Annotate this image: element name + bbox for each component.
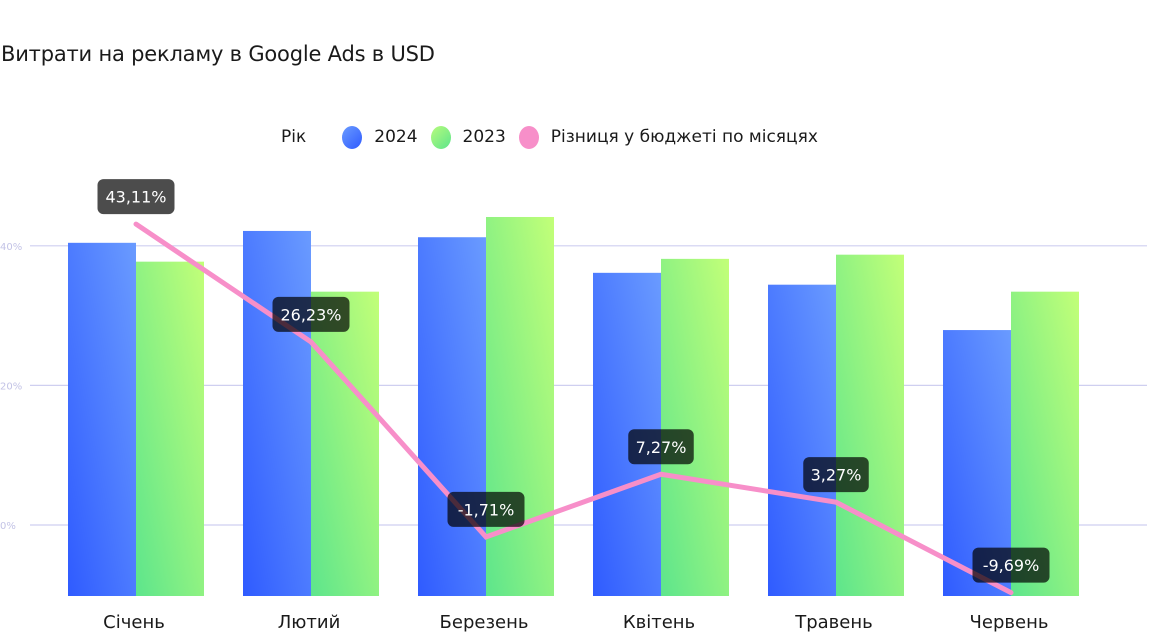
legend-label-2023: 2023 xyxy=(462,127,506,147)
data-labels: 43,11% 26,23% -1,71% 7,27% 3,27% -9,69% xyxy=(97,179,1050,583)
legend-label-difference: Різниця у бюджеті по місяцях xyxy=(550,127,818,147)
legend-item-2024[interactable]: 2024 xyxy=(342,125,418,149)
data-label: -9,69% xyxy=(972,547,1050,583)
data-label: 7,27% xyxy=(628,429,694,465)
data-label-text: 7,27% xyxy=(636,438,687,457)
data-label-text: -1,71% xyxy=(458,500,515,519)
bar-2024[interactable] xyxy=(768,284,836,596)
y-tick-label: 40% xyxy=(0,242,22,253)
legend-swatch-2024 xyxy=(342,125,363,149)
data-label-box xyxy=(628,429,694,465)
legend: Рік 2024 2023 Різниця у бюджеті по місяц… xyxy=(281,124,831,150)
bar-2023[interactable] xyxy=(1011,291,1079,596)
data-label-box xyxy=(972,547,1050,583)
bar-2023[interactable] xyxy=(661,258,729,596)
legend-title: Рік xyxy=(281,127,307,147)
bar-2024[interactable] xyxy=(68,242,136,596)
data-label: 26,23% xyxy=(272,296,350,332)
data-label-box xyxy=(803,457,869,493)
bar-2023[interactable] xyxy=(311,291,379,596)
data-label: -1,71% xyxy=(447,491,525,527)
y-tick-label: 0% xyxy=(0,521,16,532)
data-label-box xyxy=(272,296,350,332)
x-tick-label: Лютий xyxy=(278,612,341,633)
bar-2023[interactable] xyxy=(836,254,904,597)
data-label-text: -9,69% xyxy=(983,556,1040,575)
legend-item-difference[interactable]: Різниця у бюджеті по місяцях xyxy=(518,125,818,149)
data-label-text: 43,11% xyxy=(105,188,166,207)
x-axis-ticks: Січень Лютий Березень Квітень Травень Червень xyxy=(103,612,1048,633)
legend-swatch-2023 xyxy=(430,125,451,149)
bar-2023[interactable] xyxy=(486,216,554,596)
x-tick-label: Червень xyxy=(970,612,1049,633)
y-axis-ticks: 0% 20% 40% xyxy=(0,242,22,532)
data-label: 3,27% xyxy=(803,457,869,493)
legend-label-2024: 2024 xyxy=(374,127,418,147)
bar-2024[interactable] xyxy=(243,230,311,597)
bars xyxy=(68,216,1079,597)
x-tick-label: Січень xyxy=(103,612,165,633)
y-tick-label: 20% xyxy=(0,381,22,392)
bar-2023[interactable] xyxy=(136,261,204,596)
legend-swatch-difference xyxy=(518,125,539,149)
data-label: 43,11% xyxy=(97,179,175,215)
x-tick-label: Березень xyxy=(440,612,529,633)
data-label-text: 3,27% xyxy=(811,466,862,485)
x-tick-label: Травень xyxy=(794,612,873,633)
data-label-box xyxy=(97,179,175,215)
data-label-box xyxy=(447,491,525,527)
legend-item-2023[interactable]: 2023 xyxy=(430,125,506,149)
bar-2024[interactable] xyxy=(418,237,486,596)
chart-title: Витрати на рекламу в Google Ads в USD xyxy=(1,42,435,66)
data-label-text: 26,23% xyxy=(280,305,341,324)
x-tick-label: Квітень xyxy=(623,612,695,633)
